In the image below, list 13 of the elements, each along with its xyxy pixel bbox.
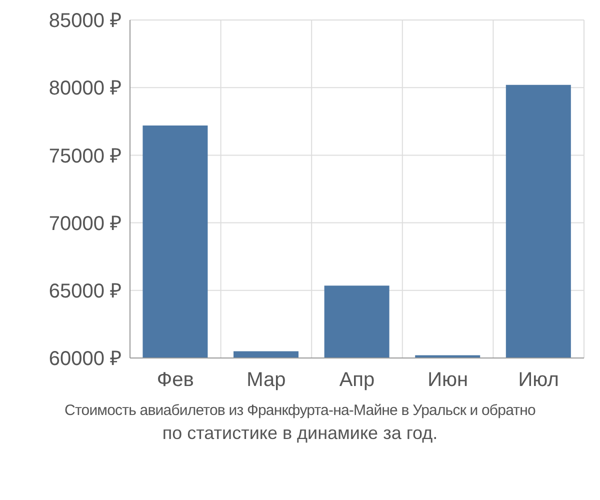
text: по статистике в динамике за год. — [161, 423, 439, 444]
x-tick-label: Мар — [246, 369, 286, 392]
y-tick-label: 65000 ₽ — [48, 280, 122, 302]
y-tick-label: 60000 ₽ — [48, 348, 122, 370]
x-tick-label: Июл — [518, 369, 559, 392]
y-tick-label: 80000 ₽ — [48, 78, 122, 100]
x-tick-label: Июн — [428, 369, 468, 392]
x-tick-label: Фев — [156, 369, 194, 392]
y-tick-label: 85000 ₽ — [48, 10, 122, 32]
y-tick-label: 75000 ₽ — [48, 145, 122, 168]
text: Стоимость авиабилетов из Франкфурта-на-Майне в Уральск и обратно — [64, 402, 536, 419]
y-tick-label: 70000 ₽ — [48, 212, 122, 235]
x-tick-label: Апр — [339, 369, 375, 392]
